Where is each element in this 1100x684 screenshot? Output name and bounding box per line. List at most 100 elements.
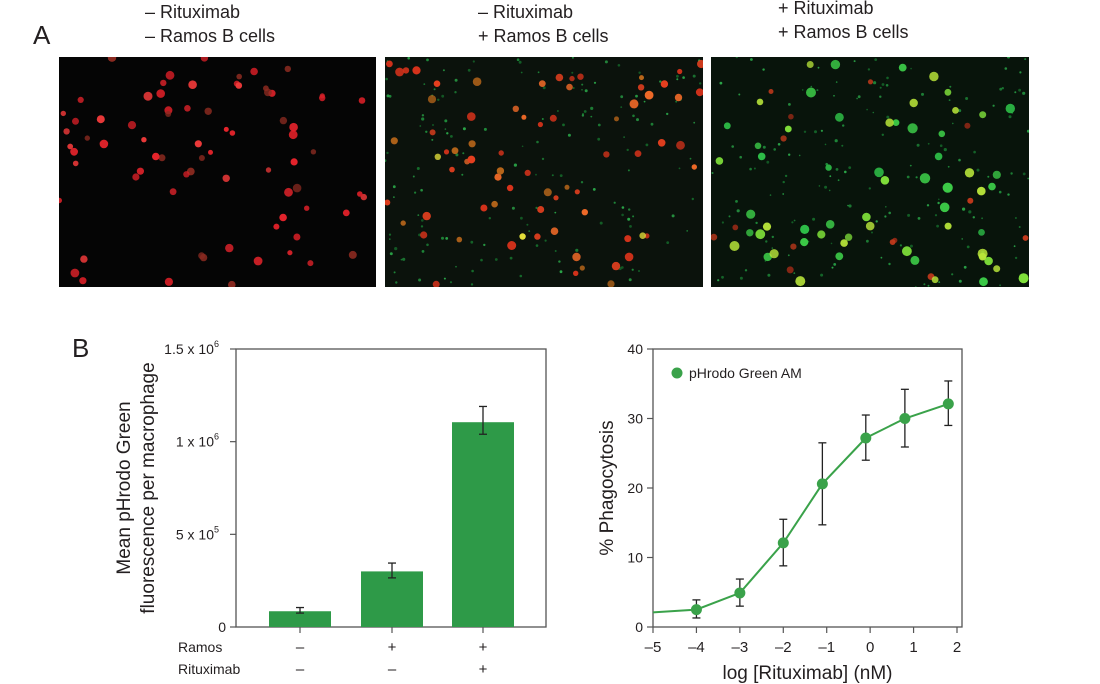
cell (165, 111, 172, 117)
cell (494, 173, 502, 181)
cell (790, 243, 797, 250)
cell (520, 71, 523, 74)
cell (844, 233, 853, 241)
cell (634, 150, 642, 157)
cell (677, 68, 683, 75)
row-label-ramos: Ramos (178, 639, 222, 655)
cell (421, 114, 425, 117)
cell (788, 103, 791, 106)
cell (198, 252, 206, 260)
cell (559, 174, 563, 177)
cell (470, 240, 474, 244)
cell (835, 112, 844, 122)
cell (848, 166, 852, 169)
legend-marker-icon (671, 367, 683, 379)
cell (222, 174, 230, 182)
cell (780, 135, 787, 142)
cell (837, 179, 840, 182)
cell (885, 206, 887, 208)
cell (571, 57, 574, 59)
cell (711, 172, 714, 174)
data-point (690, 604, 702, 616)
cell (80, 255, 88, 263)
cell (993, 265, 1001, 273)
cell (433, 88, 436, 91)
cell (968, 210, 972, 214)
cell (472, 60, 475, 63)
cell (467, 68, 471, 72)
cell (70, 147, 78, 156)
cell (1018, 88, 1021, 92)
cell (867, 68, 871, 71)
cell (1014, 256, 1018, 260)
cell (451, 147, 459, 155)
cell (462, 152, 465, 155)
cell (879, 86, 882, 89)
cell (886, 115, 890, 119)
cell (623, 136, 625, 138)
cell (757, 152, 766, 161)
line-xtick-label: –4 (688, 639, 705, 656)
cell (786, 266, 794, 274)
cell (569, 75, 575, 82)
cell (592, 188, 596, 191)
cell (235, 82, 243, 89)
cell (884, 215, 887, 218)
cell (467, 155, 476, 164)
cell (455, 153, 459, 157)
cell (470, 283, 474, 286)
cell (736, 209, 740, 213)
cell (766, 160, 770, 164)
cell (755, 229, 766, 240)
micrograph-cells-red (59, 57, 367, 287)
cell (624, 235, 632, 243)
cell (136, 167, 144, 175)
cell (573, 270, 579, 276)
cell (385, 77, 388, 81)
cell (1014, 217, 1017, 219)
cell (762, 145, 766, 149)
cell (958, 158, 961, 162)
cell (437, 98, 440, 101)
cell (444, 128, 447, 130)
cell (686, 230, 689, 232)
condition-label-1: – Rituximab – Ramos B cells (145, 0, 275, 48)
line-chart: 0 10 20 30 40 –5 –4 –3 –2 –1 0 1 2 log [Rituximab] (n… (597, 341, 963, 684)
cell (961, 238, 963, 240)
cell (949, 85, 952, 88)
micrograph-cells-green (711, 57, 1029, 287)
cell (96, 115, 105, 124)
cell (198, 155, 205, 161)
cell (987, 175, 990, 178)
cell (537, 206, 545, 213)
cell (445, 237, 449, 240)
micrograph-rituximab-with-ramos (711, 57, 1029, 287)
cell (888, 262, 891, 266)
cell (558, 260, 561, 263)
cell (927, 284, 930, 287)
bar (452, 422, 514, 627)
cell (467, 112, 476, 121)
cell (874, 58, 878, 61)
cell (289, 122, 298, 132)
cell (559, 270, 563, 274)
cell (865, 221, 875, 231)
cell (746, 209, 756, 219)
cell (628, 278, 632, 282)
cell (841, 144, 844, 147)
cell (293, 233, 301, 241)
cell (626, 148, 629, 152)
cell (621, 206, 625, 209)
cell (636, 118, 639, 122)
cell (880, 176, 890, 185)
cell (516, 58, 520, 61)
cell (393, 196, 395, 199)
cell (1018, 273, 1029, 284)
cell (738, 93, 741, 96)
cell (872, 111, 875, 114)
cell (769, 249, 779, 259)
cell (431, 138, 434, 141)
cell (416, 167, 420, 170)
cell (916, 143, 920, 147)
cell (498, 150, 504, 156)
